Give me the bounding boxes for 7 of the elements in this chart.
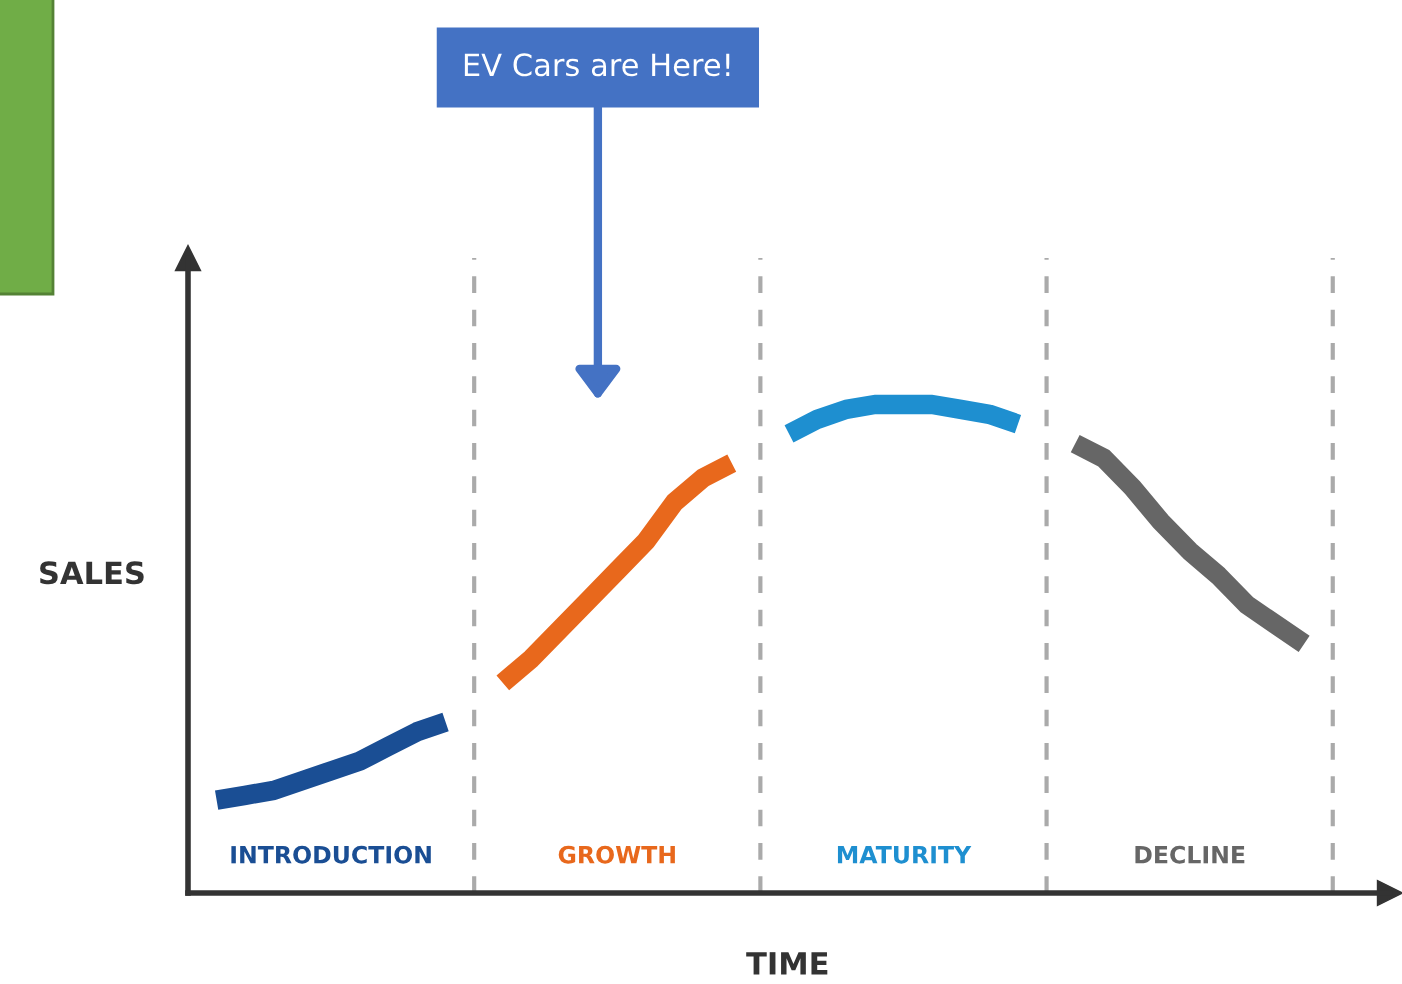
text: DECLINE	[1135, 845, 1245, 864]
text: INTRODUCTION	[231, 845, 431, 864]
x-axis-title: TIME	[746, 952, 828, 975]
text: EV Cars are Here!	[464, 53, 730, 77]
text: MATURITY	[837, 846, 972, 864]
y-axis-title: SALES	[40, 561, 144, 585]
text: GROWTH	[558, 845, 675, 864]
